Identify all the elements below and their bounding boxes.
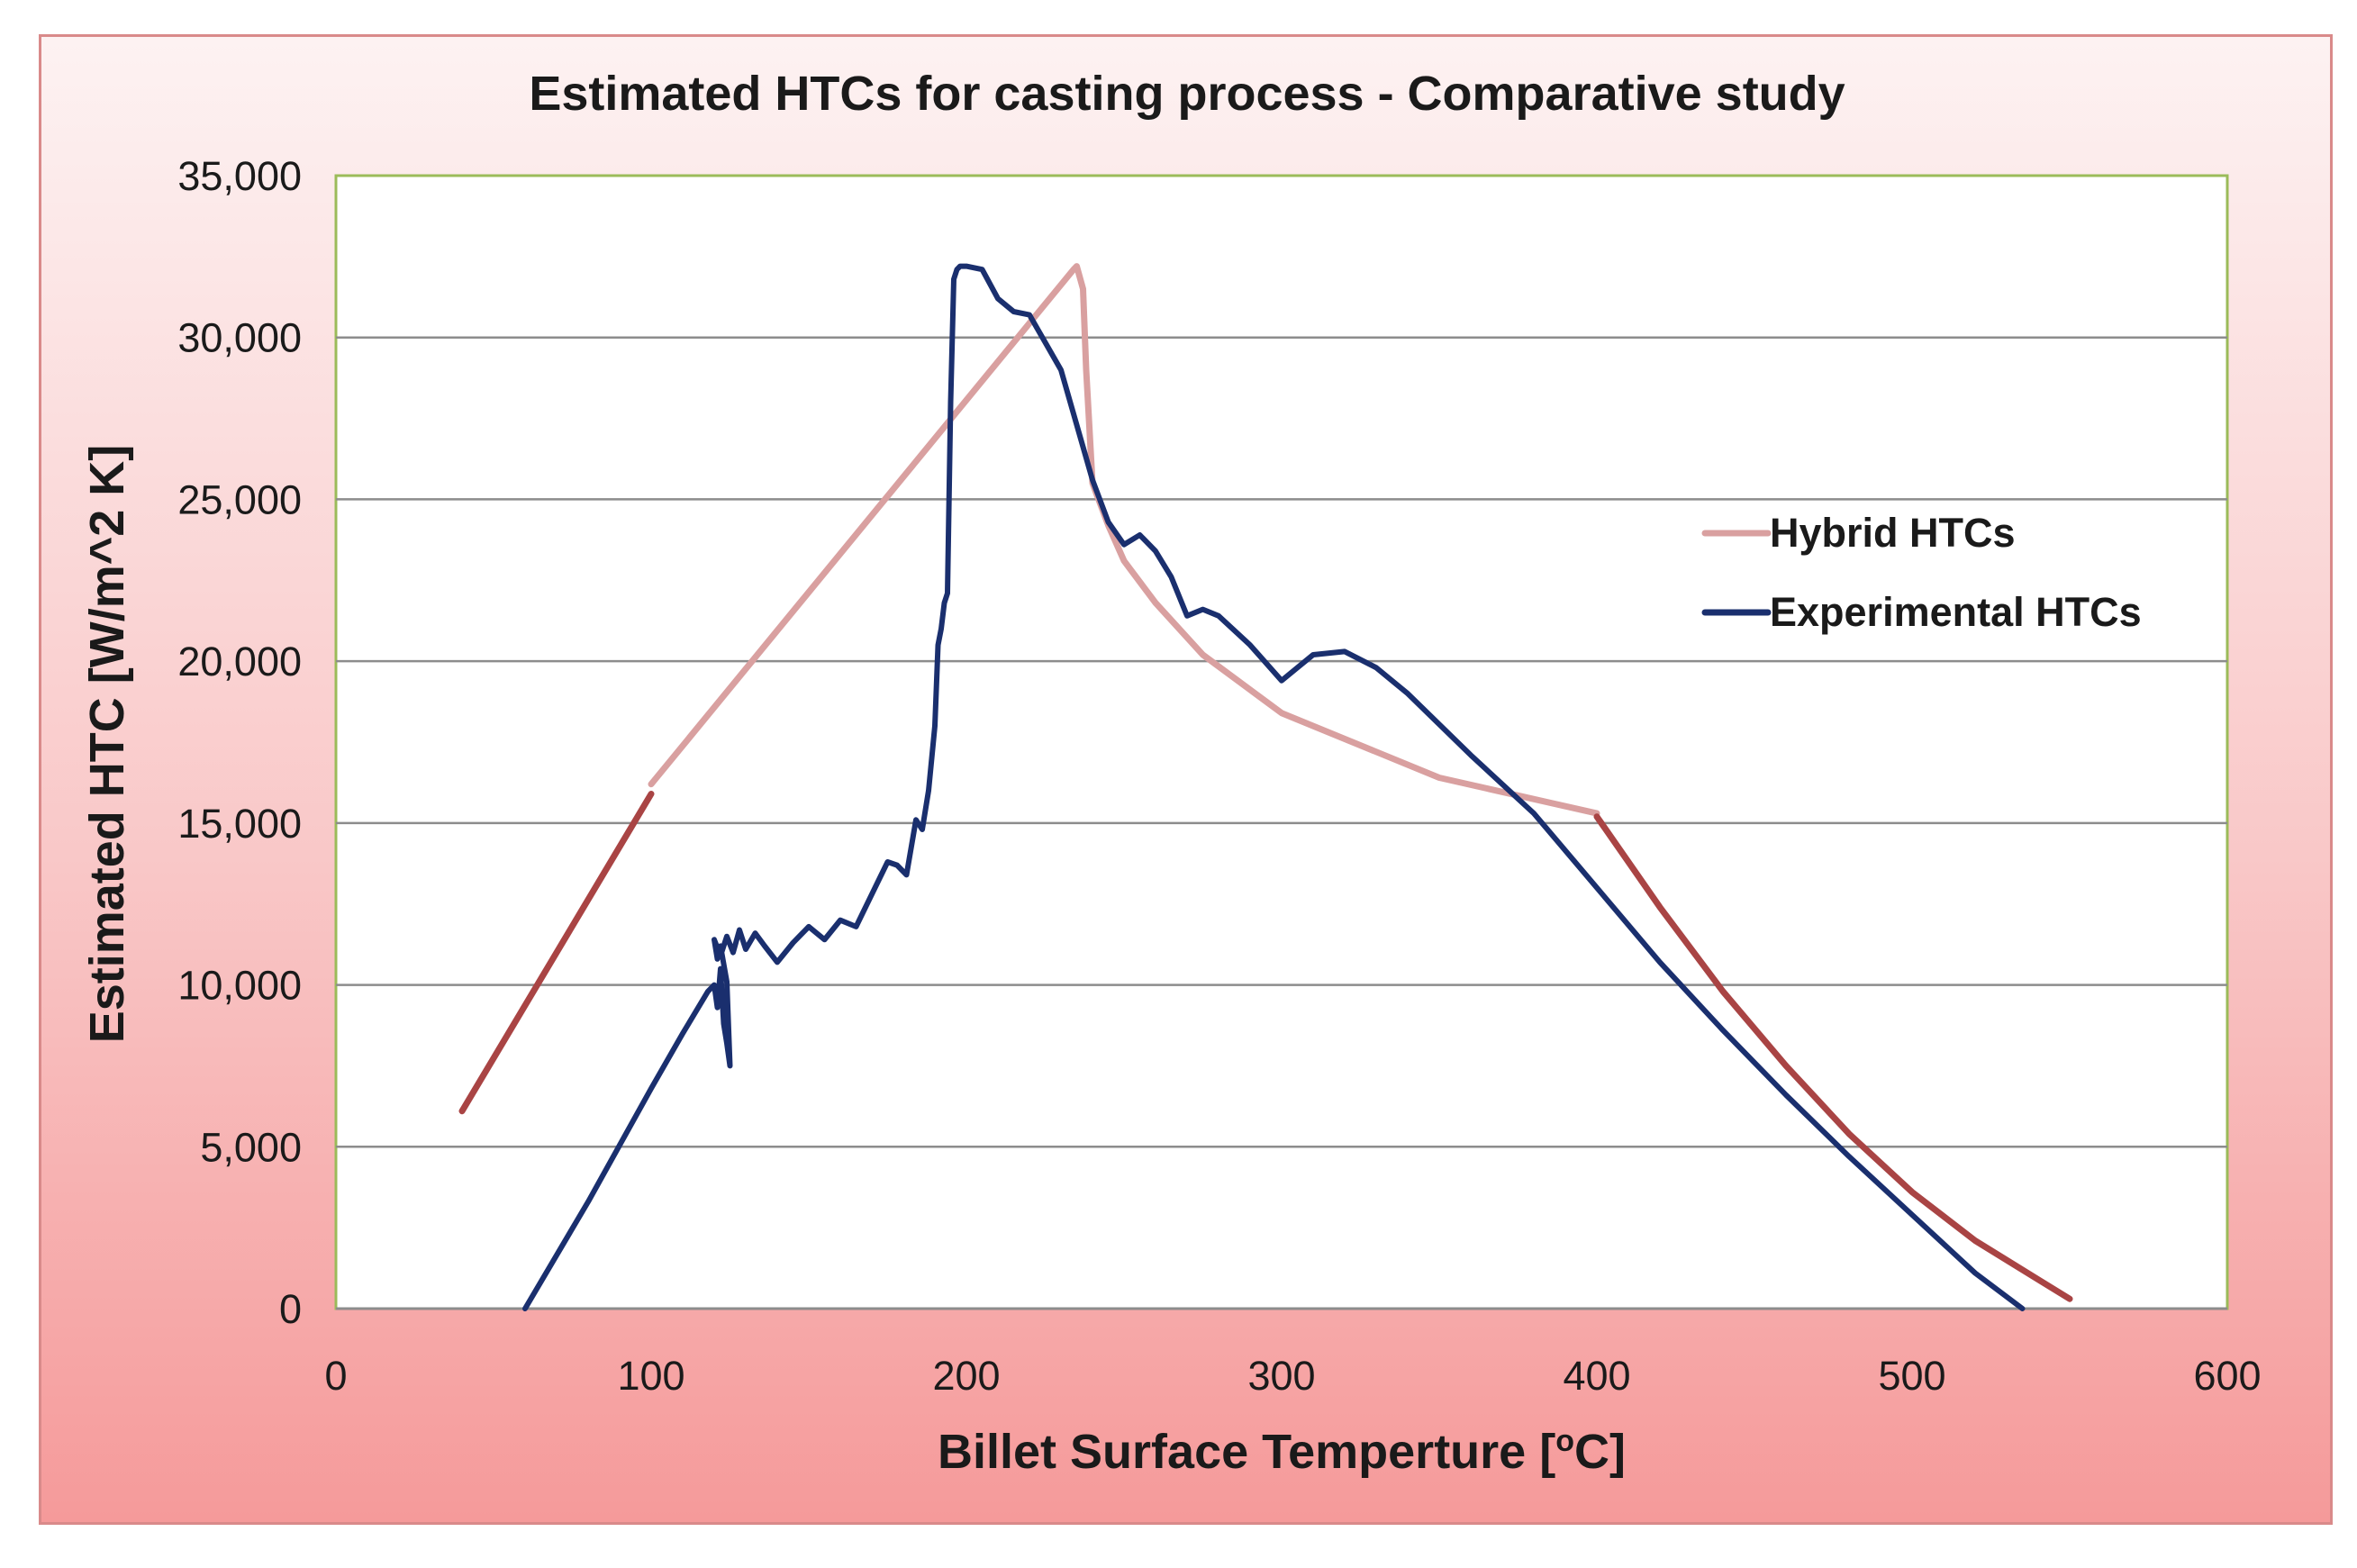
legend-label-hybrid: Hybrid HTCs xyxy=(1770,510,2016,556)
x-axis-title-unit: C] xyxy=(1574,1425,1626,1479)
y-tick-label: 0 xyxy=(279,1286,302,1332)
x-tick-label: 200 xyxy=(932,1353,1000,1399)
chart-title: Estimated HTCs for casting process - Com… xyxy=(529,67,1845,121)
y-tick-label: 35,000 xyxy=(177,153,302,199)
x-axis-title-main: Billet Surface Temperture [ xyxy=(938,1425,1555,1479)
x-axis-title-superscript: o xyxy=(1555,1424,1574,1458)
y-tick-label: 20,000 xyxy=(177,639,302,684)
x-tick-label: 500 xyxy=(1878,1353,1945,1399)
plot-area xyxy=(334,174,2229,1310)
series-experimental-htcs xyxy=(522,263,2026,1311)
y-axis-title: Estimated HTC [W/m^2 K] xyxy=(80,445,134,1044)
x-tick-label: 600 xyxy=(2193,1353,2261,1399)
y-tick-label: 10,000 xyxy=(177,963,302,1009)
series-hybrid-htcs-segment-2 xyxy=(1593,813,2073,1302)
y-axis-tick-labels: 0 5,000 10,000 15,000 20,000 25,000 30,000 35,0… xyxy=(177,153,302,1332)
legend-label-experimental: Experimental HTCs xyxy=(1770,589,2142,635)
x-tick-label: 100 xyxy=(617,1353,684,1399)
x-tick-label: 0 xyxy=(324,1353,347,1399)
x-tick-label: 400 xyxy=(1563,1353,1630,1399)
y-tick-label: 5,000 xyxy=(200,1124,302,1170)
gridlines xyxy=(336,336,2227,1310)
x-axis-tick-labels: 0 100 200 300 400 500 600 xyxy=(324,1353,2261,1399)
y-tick-label: 15,000 xyxy=(177,801,302,847)
x-tick-label: 300 xyxy=(1247,1353,1315,1399)
legend: Hybrid HTCs Experimental HTCs xyxy=(1701,510,2142,635)
series-hybrid-htcs-segment-0 xyxy=(458,791,655,1115)
y-tick-label: 30,000 xyxy=(177,315,302,361)
series-lines xyxy=(458,263,2073,1311)
y-tick-label: 25,000 xyxy=(177,476,302,522)
x-axis-title: Billet Surface Temperture [oC] xyxy=(938,1424,1626,1479)
